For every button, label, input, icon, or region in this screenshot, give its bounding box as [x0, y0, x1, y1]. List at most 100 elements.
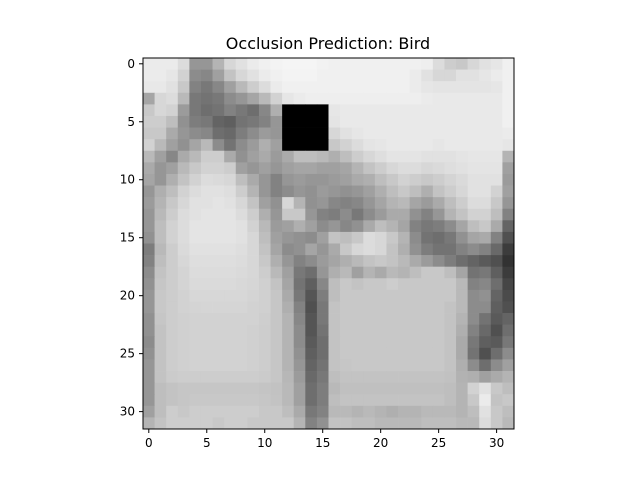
- heatmap-cell: [374, 313, 387, 325]
- heatmap-cell: [374, 185, 387, 198]
- heatmap-cell: [444, 255, 457, 268]
- heatmap-cell: [282, 266, 295, 279]
- heatmap-cell: [258, 173, 271, 186]
- heatmap-cell: [444, 359, 457, 372]
- heatmap-cell: [432, 162, 445, 175]
- heatmap-cell: [154, 69, 167, 82]
- heatmap-cell: [456, 394, 468, 407]
- heatmap-cell: [224, 347, 237, 360]
- heatmap-cell: [200, 220, 213, 233]
- heatmap-cell: [305, 92, 318, 105]
- heatmap-cell: [189, 347, 202, 360]
- heatmap-cell: [166, 127, 179, 140]
- heatmap-cell: [177, 127, 190, 140]
- heatmap-cell: [456, 185, 468, 198]
- heatmap-cell: [258, 185, 271, 198]
- heatmap-cell: [200, 81, 213, 94]
- heatmap-cell: [212, 69, 225, 82]
- heatmap-cell: [456, 336, 468, 349]
- heatmap-cell: [247, 266, 260, 279]
- heatmap-cell: [363, 231, 376, 244]
- heatmap-cell: [479, 313, 492, 325]
- heatmap-cell: [258, 69, 271, 82]
- heatmap-cell: [247, 197, 260, 210]
- heatmap-cell: [189, 197, 202, 210]
- heatmap-cell: [143, 359, 155, 372]
- heatmap-cell: [398, 255, 410, 268]
- heatmap-cell: [212, 371, 225, 383]
- heatmap-cell: [189, 150, 202, 163]
- heatmap-cell: [490, 405, 503, 418]
- heatmap-cell: [247, 405, 260, 418]
- heatmap-cell: [293, 255, 306, 268]
- heatmap-cell: [316, 289, 329, 302]
- heatmap-cell: [479, 301, 492, 314]
- heatmap-cell: [479, 417, 492, 430]
- heatmap-cell: [270, 104, 283, 117]
- heatmap-cell: [386, 127, 399, 140]
- heatmap-cell: [421, 359, 434, 372]
- heatmap-cell: [293, 127, 306, 140]
- heatmap-cell: [177, 382, 190, 395]
- heatmap-cell: [444, 92, 457, 105]
- heatmap-cell: [258, 115, 271, 128]
- heatmap-cell: [177, 301, 190, 314]
- heatmap-cell: [293, 173, 306, 186]
- y-tick-label: 5: [127, 115, 135, 129]
- heatmap-cell: [490, 173, 503, 186]
- heatmap-cell: [421, 371, 434, 383]
- heatmap-cell: [270, 301, 283, 314]
- heatmap-cell: [502, 150, 515, 163]
- heatmap-cell: [212, 185, 225, 198]
- heatmap-cell: [200, 208, 213, 221]
- heatmap-cell: [293, 405, 306, 418]
- heatmap-cell: [293, 243, 306, 256]
- heatmap-cell: [479, 394, 492, 407]
- heatmap-cell: [189, 92, 202, 105]
- heatmap-cell: [490, 266, 503, 279]
- heatmap-cell: [305, 301, 318, 314]
- heatmap-cell: [212, 231, 225, 244]
- heatmap-cell: [374, 371, 387, 383]
- heatmap-cell: [502, 197, 515, 210]
- heatmap-cell: [282, 289, 295, 302]
- heatmap-cell: [282, 185, 295, 198]
- heatmap-cell: [258, 278, 271, 291]
- heatmap-cell: [258, 255, 271, 268]
- heatmap-cell: [340, 255, 353, 268]
- heatmap-cell: [224, 81, 237, 94]
- heatmap-cell: [235, 255, 248, 268]
- heatmap-cell: [432, 417, 445, 430]
- heatmap-cell: [432, 208, 445, 221]
- heatmap-cell: [340, 347, 353, 360]
- heatmap-cell: [502, 313, 515, 325]
- heatmap-cell: [282, 255, 295, 268]
- heatmap-cell: [351, 127, 364, 140]
- heatmap-cell: [270, 266, 283, 279]
- heatmap-cell: [270, 371, 283, 383]
- heatmap-cell: [316, 417, 329, 430]
- heatmap-cell: [444, 405, 457, 418]
- heatmap-cell: [247, 313, 260, 325]
- heatmap-cell: [409, 278, 422, 291]
- heatmap-cell: [258, 371, 271, 383]
- heatmap-cell: [154, 382, 167, 395]
- heatmap-cell: [282, 371, 295, 383]
- heatmap-cell: [212, 92, 225, 105]
- heatmap-cell: [409, 347, 422, 360]
- heatmap-cell: [456, 266, 468, 279]
- heatmap-cell: [316, 371, 329, 383]
- heatmap-cell: [479, 139, 492, 152]
- heatmap-cell: [200, 243, 213, 256]
- heatmap-cell: [247, 104, 260, 117]
- heatmap-cell: [282, 278, 295, 291]
- heatmap-cell: [444, 324, 457, 337]
- heatmap-cell: [177, 347, 190, 360]
- heatmap-cell: [293, 382, 306, 395]
- heatmap-cell: [374, 278, 387, 291]
- heatmap-cell: [351, 289, 364, 302]
- heatmap-cell: [479, 220, 492, 233]
- heatmap-cell: [444, 394, 457, 407]
- heatmap-cell: [224, 255, 237, 268]
- heatmap-cell: [479, 185, 492, 198]
